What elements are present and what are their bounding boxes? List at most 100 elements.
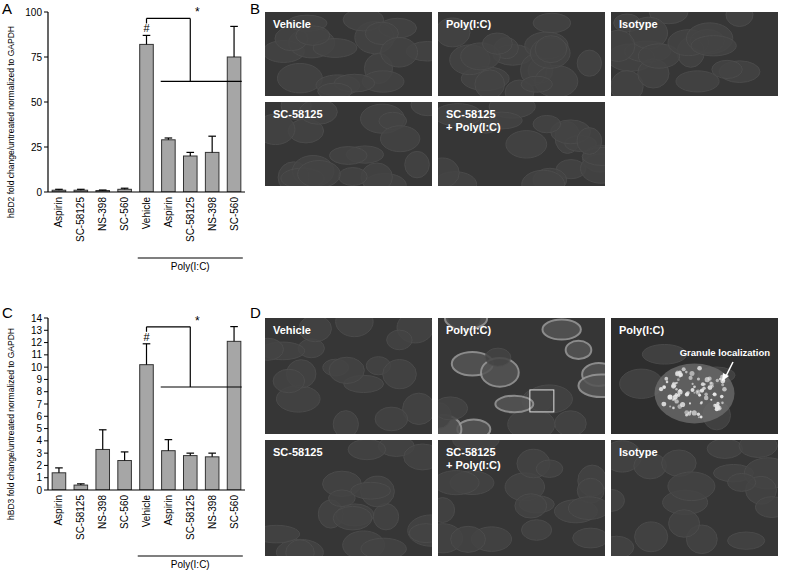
- error-cap: [143, 343, 151, 344]
- tile-label-line: Poly(I:C): [446, 324, 492, 336]
- y-tick-label: 11: [32, 349, 43, 360]
- panel-letter: A: [2, 0, 12, 17]
- cell: [351, 482, 391, 499]
- cell: [475, 70, 505, 96]
- tile-label: Poly(I:C): [446, 324, 492, 336]
- panel-letter: B: [250, 0, 260, 17]
- error-cap: [55, 189, 63, 190]
- y-tick-label: 6: [36, 411, 42, 422]
- granule: [697, 366, 702, 371]
- cell: [755, 497, 778, 518]
- tile-label: SC-58125: [273, 446, 323, 458]
- granule: [693, 385, 696, 388]
- error-line: [146, 344, 147, 365]
- cell: [533, 13, 571, 32]
- cell: [265, 525, 300, 543]
- error-cap: [77, 483, 85, 484]
- y-tick-label: 0: [36, 187, 42, 198]
- cell: [577, 128, 602, 155]
- micrograph: [438, 440, 605, 556]
- bar: [52, 473, 66, 490]
- error-line: [233, 327, 234, 342]
- group-label: Poly(I:C): [171, 559, 210, 570]
- granule: [666, 381, 669, 384]
- tile-label: Isotype: [619, 18, 658, 30]
- x-tick-label: NS-398: [97, 495, 108, 529]
- granule: [689, 376, 693, 380]
- tile-label-line: Isotype: [619, 18, 658, 30]
- cell: [482, 33, 512, 54]
- granule: [659, 387, 663, 391]
- y-tick-label: 14: [31, 313, 43, 324]
- cell: [380, 126, 419, 152]
- x-tick-label: Aspirin: [53, 495, 64, 526]
- tile-label-line: Poly(I:C): [619, 324, 665, 336]
- x-tick-label: SC-560: [229, 197, 240, 231]
- granule: [703, 383, 706, 386]
- cell: [655, 363, 735, 423]
- x-tick-label: SC-58125: [185, 197, 196, 242]
- y-tick-label: 2: [36, 460, 42, 471]
- cell: [277, 63, 322, 93]
- x-tick-label: NS-398: [207, 495, 218, 529]
- cell: [333, 411, 358, 434]
- bracket-line: [147, 326, 191, 327]
- cell: [383, 360, 417, 389]
- error-line: [168, 440, 169, 451]
- y-axis: [47, 318, 48, 490]
- cell: [526, 385, 572, 413]
- cell: [348, 440, 386, 460]
- bar: [183, 156, 197, 192]
- tile-label-line: SC-58125: [446, 446, 496, 458]
- cell: [635, 522, 668, 552]
- bracket-line: [190, 18, 191, 81]
- x-tick-label: SC-58125: [185, 495, 196, 540]
- bar: [140, 44, 154, 192]
- x-tick-label: Vehicle: [141, 197, 152, 230]
- significance-bracket: [147, 18, 242, 81]
- micrograph: [438, 12, 605, 96]
- error-cap: [230, 326, 238, 327]
- cell: [568, 497, 605, 520]
- y-tick-label: 10: [31, 362, 43, 373]
- significance-bracket: [147, 327, 242, 387]
- cell: [457, 419, 490, 434]
- tile-label: SC-58125: [273, 108, 323, 120]
- cell: [707, 440, 742, 458]
- granule: [672, 407, 675, 410]
- y-tick-label: 0: [36, 485, 42, 496]
- group-line: [138, 257, 243, 258]
- cell: [611, 489, 624, 511]
- cell: [728, 473, 756, 491]
- cell: [338, 168, 367, 186]
- error-bar: [99, 430, 107, 450]
- bracket-line: [146, 327, 147, 332]
- error-bar: [77, 484, 85, 485]
- granule: [710, 381, 713, 384]
- zoom-box: [530, 390, 554, 412]
- cell: [535, 36, 567, 63]
- granule: [689, 402, 691, 404]
- error-bar: [165, 440, 173, 451]
- y-tick-label: 9: [36, 374, 42, 385]
- error-bar: [121, 452, 129, 461]
- cell: [298, 161, 341, 186]
- granule: [692, 383, 694, 385]
- granule: [721, 383, 724, 386]
- cell: [691, 36, 736, 56]
- panel-letter: C: [2, 304, 13, 321]
- tile-label: SC-58125+ Poly(I:C): [446, 108, 501, 133]
- granule: [689, 411, 691, 413]
- error-bar: [208, 453, 216, 457]
- granule: [705, 377, 710, 382]
- cell: [555, 411, 587, 434]
- cell: [438, 158, 459, 186]
- cell: [329, 357, 364, 383]
- granule: [702, 386, 705, 389]
- granule: [711, 385, 714, 388]
- granule: [700, 401, 703, 404]
- micrograph: [438, 102, 605, 186]
- bar: [183, 456, 197, 490]
- cell: [712, 60, 743, 78]
- cell: [536, 460, 563, 477]
